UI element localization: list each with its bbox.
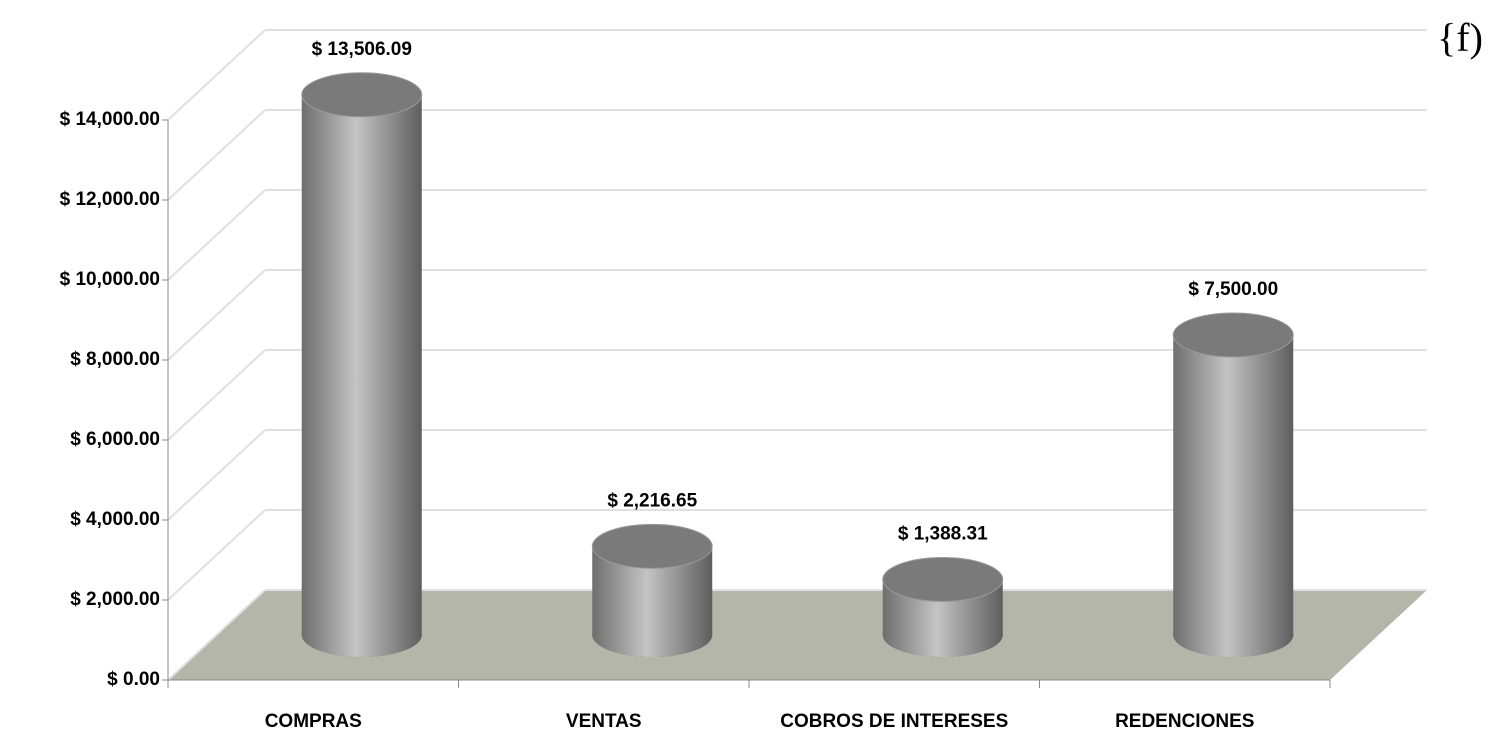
value-label: $ 7,500.00 bbox=[1188, 279, 1278, 300]
y-tick-label: $ 4,000.00 bbox=[70, 509, 160, 530]
x-tick-label: VENTAS bbox=[566, 711, 642, 732]
y-tick-label: $ 14,000.00 bbox=[60, 109, 160, 130]
cylinder-body bbox=[301, 94, 422, 635]
value-label: $ 13,506.09 bbox=[312, 39, 412, 60]
grid-line bbox=[167, 189, 266, 281]
cylinder-top bbox=[301, 72, 423, 118]
grid-line bbox=[167, 29, 266, 121]
cylinder-base-shade bbox=[592, 613, 713, 657]
annotation: {f) bbox=[1437, 15, 1483, 60]
cylinder-base-shade bbox=[1173, 613, 1294, 657]
y-tick-label: $ 12,000.00 bbox=[60, 189, 160, 210]
grid-line bbox=[167, 429, 266, 521]
y-tick-label: $ 2,000.00 bbox=[70, 589, 160, 610]
cylinder bbox=[1172, 312, 1294, 657]
cylinder bbox=[301, 72, 423, 657]
cylinder-body bbox=[1173, 335, 1294, 635]
grid-line bbox=[167, 269, 266, 361]
y-tick-label: $ 0.00 bbox=[107, 669, 160, 690]
y-tick-label: $ 8,000.00 bbox=[70, 349, 160, 370]
cylinder-top bbox=[882, 556, 1004, 602]
value-label: $ 1,388.31 bbox=[898, 523, 988, 544]
floor bbox=[168, 590, 1427, 680]
cylinder-base-shade bbox=[882, 613, 1003, 657]
x-tick-label: REDENCIONES bbox=[1115, 711, 1254, 732]
grid-line bbox=[167, 349, 266, 441]
cylinder-top bbox=[1172, 312, 1294, 358]
cylinder-base-shade bbox=[301, 613, 422, 657]
grid-line bbox=[167, 589, 266, 681]
value-label: $ 2,216.65 bbox=[607, 490, 697, 511]
x-tick-label: COBROS DE INTERESES bbox=[780, 711, 1008, 732]
y-tick-label: $ 10,000.00 bbox=[60, 269, 160, 290]
grid-line bbox=[167, 509, 266, 601]
cylinder bbox=[882, 556, 1004, 657]
cylinder bbox=[591, 523, 713, 657]
grid-line bbox=[167, 109, 266, 201]
y-tick-label: $ 6,000.00 bbox=[70, 429, 160, 450]
x-tick-label: COMPRAS bbox=[265, 711, 362, 732]
cylinder-top bbox=[591, 523, 713, 569]
